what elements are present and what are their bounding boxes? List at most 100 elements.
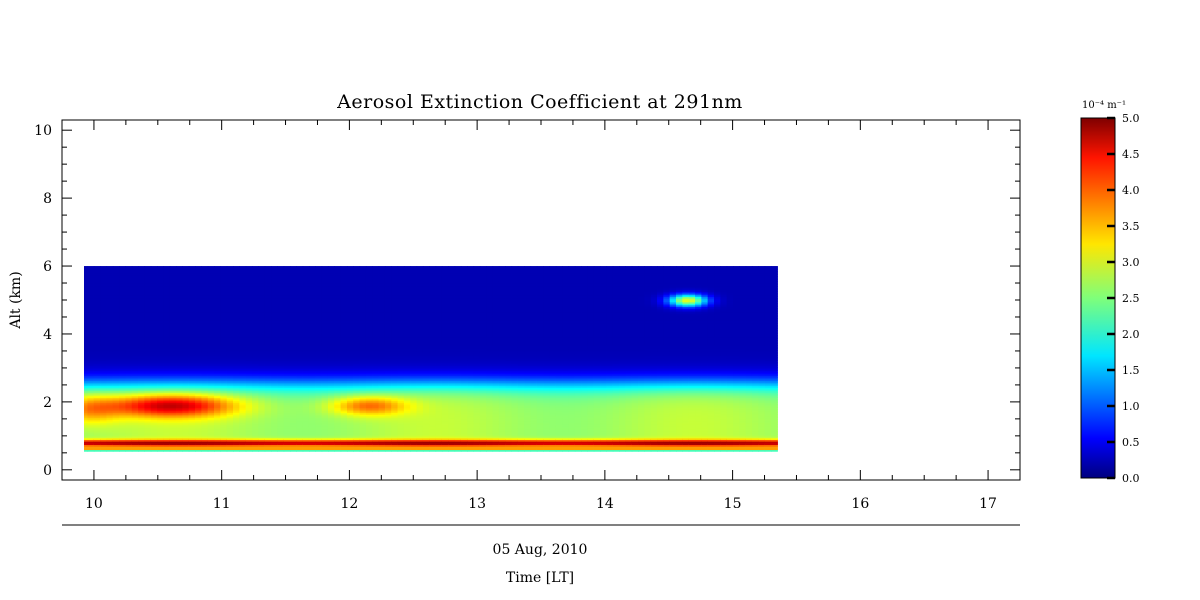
heatmap-cell [359,427,367,430]
heatmap-cell [321,296,329,299]
heatmap-cell [271,340,278,343]
heatmap-cell [353,306,361,309]
heatmap-cell [119,277,127,281]
heatmap-cell [176,277,184,281]
heatmap-cell [327,409,335,412]
heatmap-cell [308,373,316,377]
heatmap-cell [290,397,297,400]
heatmap-cell [353,412,361,415]
heatmap-cell [93,368,101,371]
heatmap-cell [93,281,101,284]
heatmap-cell [169,282,177,286]
heatmap-cell [271,345,278,348]
heatmap-cell [233,429,240,432]
heatmap-cell [119,404,127,407]
heatmap-cell [214,311,221,314]
heatmap-cell [220,398,228,402]
heatmap-cell [182,368,190,371]
heatmap-cell [346,314,354,318]
heatmap-cell [353,435,361,439]
heatmap-cell [163,345,171,348]
heatmap-cell [302,400,310,403]
heatmap-cell [302,274,310,277]
heatmap-cell [119,358,127,361]
heatmap-cell [182,316,190,319]
heatmap-cell [252,291,259,294]
heatmap-cell [125,405,133,408]
heatmap-cell [195,308,202,311]
heatmap-cell [125,395,133,398]
heatmap-cell [157,331,165,334]
heatmap-cell [119,274,127,277]
heatmap-cell [365,410,373,414]
heatmap-cell [290,311,297,314]
heatmap-cell [87,303,95,306]
heatmap-cell [150,289,158,292]
heatmap-cell [150,398,158,402]
heatmap-cell [220,281,228,284]
heatmap-cell [84,314,89,318]
heatmap-cell [112,432,120,435]
heatmap-cell [258,350,266,353]
heatmap-cell [365,415,373,419]
heatmap-cell [315,424,323,427]
heatmap-cell [359,289,367,292]
heatmap-cell [182,324,190,328]
heatmap-cell [290,318,297,321]
heatmap-cell [334,388,342,392]
heatmap-cell [315,338,323,341]
heatmap-cell [106,398,114,402]
heatmap-cell [84,425,89,429]
heatmap-cell [308,447,316,451]
heatmap-cell [138,351,146,355]
heatmap-cell [106,407,114,410]
heatmap-cell [169,372,177,375]
heatmap-cell [163,276,171,279]
heatmap-cell [334,267,342,270]
heatmap-cell [214,375,221,378]
heatmap-cell [195,296,202,299]
heatmap-cell [283,294,291,297]
heatmap-cell [327,328,335,331]
heatmap-cell [359,277,367,281]
heatmap-cell [283,343,291,346]
heatmap-cell [157,356,165,360]
heatmap-cell [302,353,310,356]
heatmap-cell [353,271,361,274]
heatmap-cell [258,367,266,370]
heatmap-cell [195,266,202,269]
heatmap-cell [157,348,165,351]
heatmap-cell [258,266,266,269]
heatmap-cell [327,267,335,270]
heatmap-cell [321,395,329,398]
heatmap-cell [201,291,209,294]
heatmap-cell [334,422,342,425]
heatmap-cell [283,383,291,387]
heatmap-cell [176,291,184,294]
heatmap-cell [283,355,291,358]
heatmap-cell [84,348,89,351]
heatmap-cell [258,276,266,279]
heatmap-cell [340,299,348,302]
heatmap-cell [359,355,367,358]
heatmap-cell [125,377,133,380]
heatmap-cell [321,321,329,324]
heatmap-cell [182,446,190,449]
heatmap-cell [271,289,278,292]
heatmap-cell [252,313,259,316]
heatmap-cell [138,309,146,313]
heatmap-cell [201,407,209,410]
heatmap-cell [100,306,108,309]
heatmap-cell [321,392,329,395]
heatmap-cell [119,368,127,371]
heatmap-cell [359,313,367,316]
heatmap-cell [346,439,354,442]
heatmap-cell [182,309,190,313]
heatmap-cell [264,345,272,348]
heatmap-cell [340,400,348,403]
heatmap-cell [163,323,171,326]
heatmap-cell [201,294,209,297]
heatmap-cell [264,319,272,323]
heatmap-cell [163,407,171,410]
heatmap-cell [84,272,89,276]
